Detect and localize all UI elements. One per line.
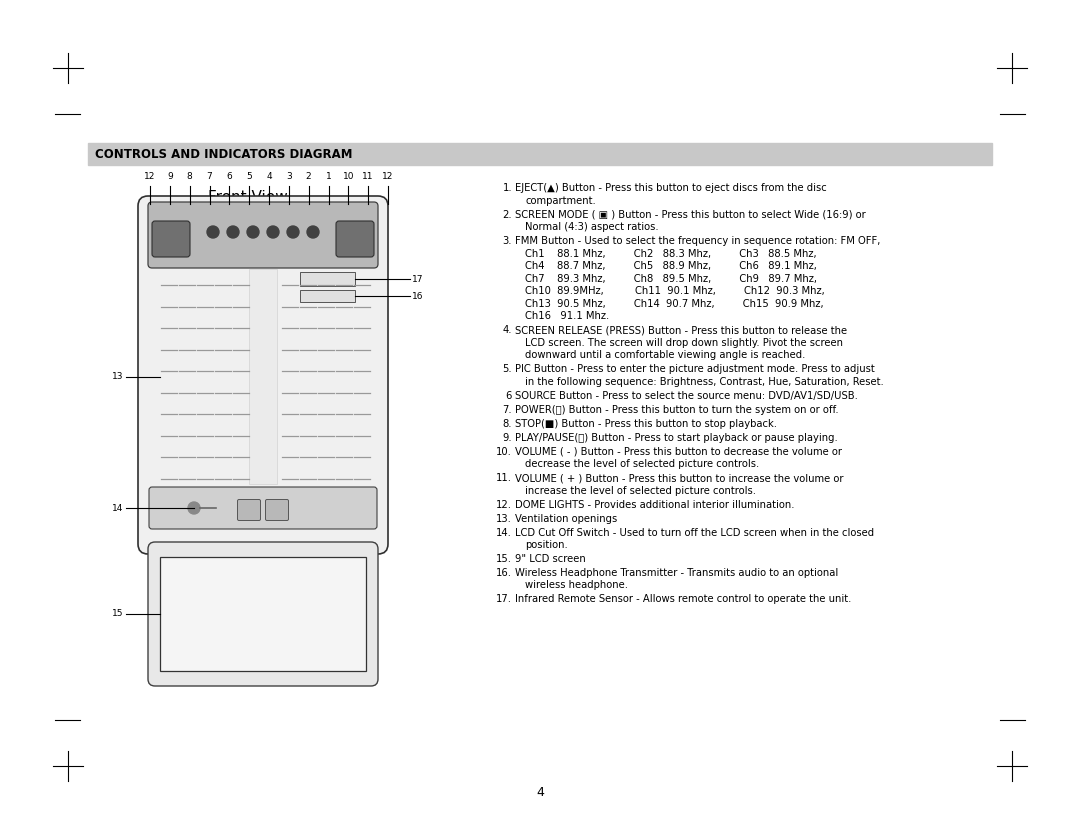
Text: 7: 7 (206, 172, 213, 181)
Text: 11: 11 (363, 172, 374, 181)
Text: 3: 3 (286, 172, 292, 181)
FancyBboxPatch shape (149, 487, 377, 529)
Text: 16: 16 (411, 292, 423, 300)
FancyBboxPatch shape (336, 221, 374, 257)
Text: 15.: 15. (496, 554, 512, 564)
Text: DOME LIGHTS - Provides additional interior illumination.: DOME LIGHTS - Provides additional interi… (515, 500, 795, 510)
Text: Ch13  90.5 Mhz,         Ch14  90.7 Mhz,         Ch15  90.9 Mhz,: Ch13 90.5 Mhz, Ch14 90.7 Mhz, Ch15 90.9 … (525, 299, 824, 309)
Text: 5: 5 (246, 172, 252, 181)
Text: 13.: 13. (496, 514, 512, 524)
Text: 14.: 14. (496, 527, 512, 537)
Text: Front View: Front View (208, 190, 288, 205)
Text: Normal (4:3) aspect ratios.: Normal (4:3) aspect ratios. (525, 222, 659, 232)
Text: Ch4    88.7 Mhz,         Ch5   88.9 Mhz,         Ch6   89.1 Mhz,: Ch4 88.7 Mhz, Ch5 88.9 Mhz, Ch6 89.1 Mhz… (525, 261, 816, 271)
Text: 4.: 4. (502, 325, 512, 335)
Text: 11.: 11. (496, 473, 512, 483)
Text: PIC Button - Press to enter the picture adjustment mode. Press to adjust: PIC Button - Press to enter the picture … (515, 364, 875, 374)
Text: 17.: 17. (496, 595, 512, 605)
Text: LCD Cut Off Switch - Used to turn off the LCD screen when in the closed: LCD Cut Off Switch - Used to turn off th… (515, 527, 874, 537)
Text: decrease the level of selected picture controls.: decrease the level of selected picture c… (525, 459, 759, 469)
FancyBboxPatch shape (238, 500, 260, 520)
Circle shape (267, 226, 279, 238)
Text: Ch7    89.3 Mhz,         Ch8   89.5 Mhz,         Ch9   89.7 Mhz,: Ch7 89.3 Mhz, Ch8 89.5 Mhz, Ch9 89.7 Mhz… (525, 274, 816, 284)
Text: 4: 4 (266, 172, 272, 181)
FancyBboxPatch shape (148, 202, 378, 268)
Circle shape (307, 226, 319, 238)
FancyBboxPatch shape (266, 500, 288, 520)
Text: 9: 9 (167, 172, 173, 181)
Bar (87, 143, 993, 165)
Text: VOLUME ( - ) Button - Press this button to decrease the volume or: VOLUME ( - ) Button - Press this button … (515, 446, 842, 456)
Circle shape (247, 226, 259, 238)
Text: 5.: 5. (502, 364, 512, 374)
Bar (300, 272, 355, 286)
Text: Ch16   91.1 Mhz.: Ch16 91.1 Mhz. (525, 311, 609, 321)
Bar (300, 290, 355, 302)
Text: CONTROLS AND INDICATORS DIAGRAM: CONTROLS AND INDICATORS DIAGRAM (95, 148, 352, 160)
Text: 14: 14 (111, 504, 123, 513)
Text: POWER(⏻) Button - Press this button to turn the system on or off.: POWER(⏻) Button - Press this button to t… (515, 404, 839, 414)
Text: STOP(■) Button - Press this button to stop playback.: STOP(■) Button - Press this button to st… (515, 419, 777, 429)
Text: SCREEN RELEASE (PRESS) Button - Press this button to release the: SCREEN RELEASE (PRESS) Button - Press th… (515, 325, 847, 335)
Text: SCREEN MODE ( ▣ ) Button - Press this button to select Wide (16:9) or: SCREEN MODE ( ▣ ) Button - Press this bu… (515, 209, 866, 219)
Bar (160, 557, 366, 671)
Text: wireless headphone.: wireless headphone. (525, 580, 627, 590)
Circle shape (207, 226, 219, 238)
FancyBboxPatch shape (138, 196, 388, 554)
Text: 9" LCD screen: 9" LCD screen (515, 554, 585, 564)
Circle shape (188, 502, 200, 514)
Text: 8.: 8. (502, 419, 512, 429)
Text: Ventilation openings: Ventilation openings (515, 514, 618, 524)
Text: Wireless Headphone Transmitter - Transmits audio to an optional: Wireless Headphone Transmitter - Transmi… (515, 568, 838, 578)
Text: 2: 2 (306, 172, 311, 181)
Circle shape (227, 226, 239, 238)
FancyBboxPatch shape (152, 221, 190, 257)
Text: 12: 12 (382, 172, 394, 181)
Text: compartment.: compartment. (525, 195, 596, 205)
Text: FMM Button - Used to select the frequency in sequence rotation: FM OFF,: FMM Button - Used to select the frequenc… (515, 236, 880, 246)
Text: SOURCE Button - Press to select the source menu: DVD/AV1/SD/USB.: SOURCE Button - Press to select the sour… (515, 390, 858, 400)
Text: 6: 6 (505, 390, 512, 400)
Text: 1.: 1. (502, 183, 512, 193)
Text: 6: 6 (227, 172, 232, 181)
Text: 16.: 16. (496, 568, 512, 578)
Text: 10.: 10. (496, 446, 512, 456)
Text: increase the level of selected picture controls.: increase the level of selected picture c… (525, 485, 756, 495)
Text: 3.: 3. (502, 236, 512, 246)
Text: VOLUME ( + ) Button - Press this button to increase the volume or: VOLUME ( + ) Button - Press this button … (515, 473, 843, 483)
Text: 8: 8 (187, 172, 192, 181)
Circle shape (287, 226, 299, 238)
Text: 4: 4 (536, 786, 544, 798)
Text: 15: 15 (111, 610, 123, 619)
Text: position.: position. (525, 540, 568, 550)
Text: 10: 10 (342, 172, 354, 181)
Text: 7.: 7. (502, 404, 512, 414)
Text: downward until a comfortable viewing angle is reached.: downward until a comfortable viewing ang… (525, 350, 806, 360)
Text: Ch10  89.9MHz,          Ch11  90.1 Mhz,         Ch12  90.3 Mhz,: Ch10 89.9MHz, Ch11 90.1 Mhz, Ch12 90.3 M… (525, 286, 825, 296)
FancyBboxPatch shape (148, 542, 378, 686)
Text: PLAY/PAUSE(⏯) Button - Press to start playback or pause playing.: PLAY/PAUSE(⏯) Button - Press to start pl… (515, 433, 838, 443)
Text: EJECT(▲) Button - Press this button to eject discs from the disc: EJECT(▲) Button - Press this button to e… (515, 183, 827, 193)
Text: 13: 13 (111, 372, 123, 381)
Bar (249, 269, 276, 484)
Text: 9.: 9. (502, 433, 512, 443)
Text: 2.: 2. (502, 209, 512, 219)
Text: 17: 17 (411, 274, 423, 284)
Text: 12: 12 (145, 172, 156, 181)
Text: Infrared Remote Sensor - Allows remote control to operate the unit.: Infrared Remote Sensor - Allows remote c… (515, 595, 851, 605)
Text: 1: 1 (326, 172, 332, 181)
Text: 12.: 12. (496, 500, 512, 510)
Text: LCD screen. The screen will drop down slightly. Pivot the screen: LCD screen. The screen will drop down sl… (525, 338, 843, 348)
Text: in the following sequence: Brightness, Contrast, Hue, Saturation, Reset.: in the following sequence: Brightness, C… (525, 376, 883, 386)
Text: Ch1    88.1 Mhz,         Ch2   88.3 Mhz,         Ch3   88.5 Mhz,: Ch1 88.1 Mhz, Ch2 88.3 Mhz, Ch3 88.5 Mhz… (525, 249, 816, 259)
